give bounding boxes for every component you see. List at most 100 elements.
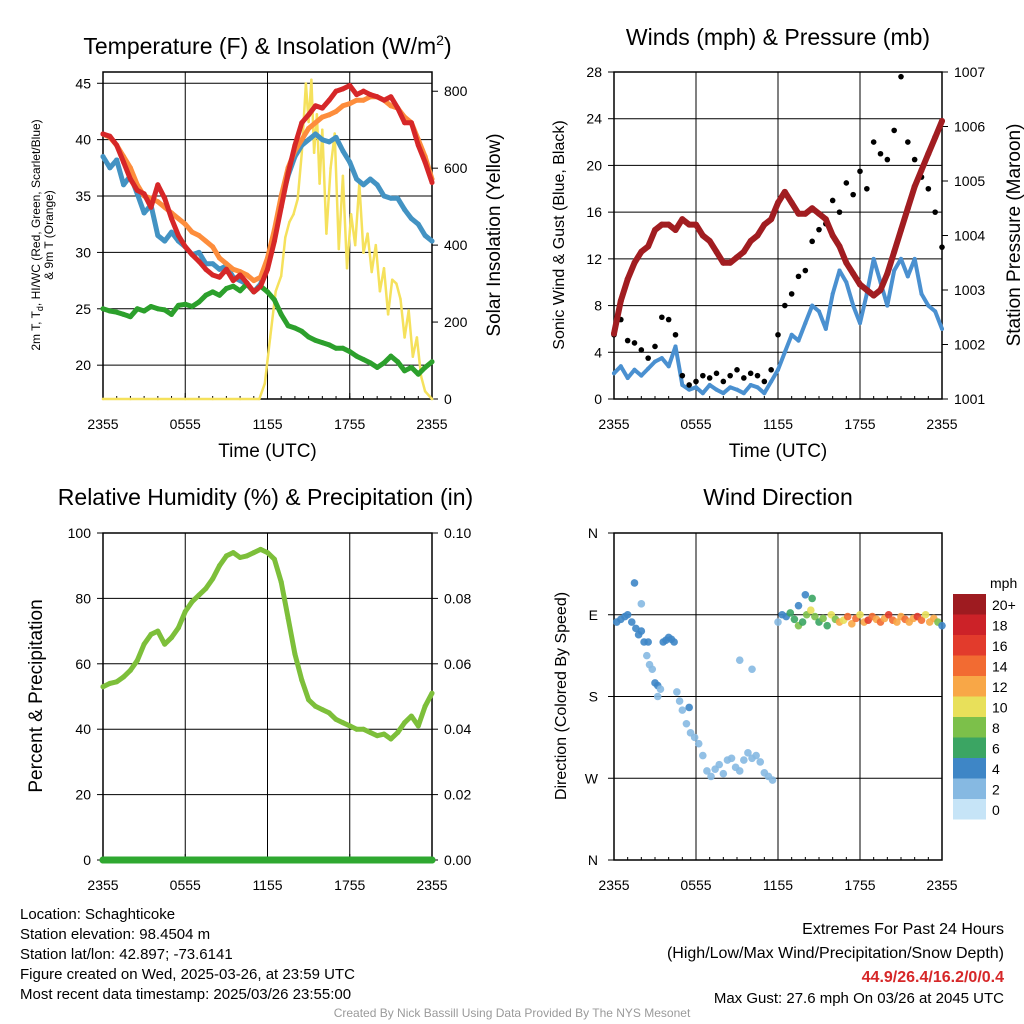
wind-x-tick-label: 2355 — [926, 416, 957, 432]
temp-dew-green-point — [271, 297, 277, 303]
temp-dewpoint-blue-point — [319, 137, 325, 143]
wind-gust-point — [782, 302, 788, 309]
wind-gust-point — [734, 367, 740, 373]
wind-pressure-maroon-point — [781, 188, 788, 195]
wind-pressure-maroon-point — [850, 270, 857, 277]
temp-dewpoint-blue-point — [354, 176, 360, 182]
dir-plot-frame — [613, 532, 943, 861]
dir-point — [884, 610, 893, 619]
temp-temp-9m-orange-point — [196, 233, 202, 238]
temp-x-tick-label: 0555 — [170, 416, 201, 432]
dir-point — [735, 656, 744, 664]
rh-humidity-line-point — [354, 726, 360, 732]
temp-insolation-yellow-point — [329, 166, 332, 170]
rh-x-tick-label: 1155 — [252, 877, 282, 893]
dir-point — [643, 651, 651, 660]
temp-temp-2m-red-point — [196, 258, 202, 264]
temp-dew-green-point — [422, 364, 428, 370]
wind-gust-point — [741, 375, 747, 381]
wind-gust-point — [713, 370, 720, 377]
wind-gust-point — [816, 226, 822, 233]
station-location: Location: Schaghticoke — [20, 906, 176, 923]
rh-humidity-line-point — [203, 586, 209, 592]
wind-pressure-maroon-point — [720, 259, 727, 266]
temp-temp-2m-red-point — [251, 289, 257, 295]
wind-sonic-wind-blue-point — [933, 309, 938, 314]
wind-gust-point — [905, 139, 911, 145]
wind-y-tick-label: 8 — [594, 298, 602, 314]
temp-temp-2m-red-point — [312, 103, 318, 109]
rh-humidity-line-point — [292, 651, 298, 657]
temp-dew-green-point — [196, 299, 202, 305]
wind-gust-point — [898, 73, 904, 80]
rh-humidity-line-point — [169, 635, 175, 641]
temp-temp-2m-red-point — [223, 266, 229, 272]
wind-pressure-maroon-point — [898, 227, 904, 234]
temp-dewpoint-blue-point — [422, 233, 428, 238]
temp-dew-green-point — [169, 311, 175, 317]
rh-humidity-line-point — [230, 550, 236, 556]
dir-point — [808, 594, 816, 603]
wind-x-tick-label: 0555 — [680, 416, 711, 432]
temp-dew-green-point — [203, 292, 209, 298]
dir-legend-swatch — [953, 614, 986, 635]
rh-humidity-line-point — [285, 615, 291, 621]
rh-x-tick-label: 0555 — [170, 877, 201, 893]
temp-dewpoint-blue-point — [326, 139, 332, 145]
temp-temp-2m-red-point — [114, 142, 120, 148]
dir-point — [819, 614, 827, 623]
temp-dew-green-point — [107, 308, 113, 314]
dir-legend-swatch — [953, 758, 986, 779]
temp-y-axis-label: 2m T, Td, HI/WC (Red, Green, Scarlet/Blu… — [29, 119, 56, 350]
wind-sonic-wind-blue-point — [714, 387, 719, 392]
temp-dewpoint-blue-point — [429, 238, 435, 244]
wind-pressure-maroon-point — [829, 232, 836, 239]
temp-dew-green-point — [381, 360, 387, 366]
wind-pressure-maroon-point — [802, 210, 809, 217]
wind-y-tick-label: 16 — [586, 204, 602, 220]
temp-dewpoint-blue-point — [381, 193, 387, 199]
dir-point — [682, 719, 691, 728]
temp-dew-green-point — [292, 325, 298, 331]
wind-sonic-wind-blue-point — [885, 303, 890, 308]
dir-point — [694, 739, 703, 748]
temp-x-tick-label: 2355 — [416, 416, 447, 432]
wind-plot-frame — [613, 71, 943, 400]
rh-humidity-line-point — [223, 553, 229, 559]
temp-insolation-yellow-point — [156, 397, 160, 401]
rh-humidity-line-point — [319, 707, 325, 713]
wind-y-tick-label: 20 — [586, 157, 602, 173]
temp-insolation-yellow-point — [300, 151, 304, 155]
temp-dewpoint-blue-point — [415, 221, 421, 227]
max-gust: Max Gust: 27.6 mph On 03/26 at 2045 UTC — [713, 990, 1004, 1007]
temp-dew-green-point — [134, 306, 140, 312]
temp-dewpoint-blue-point — [312, 131, 318, 137]
temp-temp-2m-red-point — [189, 252, 195, 258]
wind-gust-point — [686, 382, 692, 388]
rh-y-tick-label: 0 — [83, 852, 91, 868]
temp-dew-green-point — [367, 360, 373, 366]
rh-y2-tick-label: 0.06 — [444, 656, 471, 672]
wind-pressure-maroon-point — [658, 221, 665, 228]
temp-y2-tick-label: 800 — [444, 83, 468, 99]
wind-sonic-wind-blue-point — [755, 385, 760, 390]
dir-legend-label: 8 — [992, 720, 1000, 736]
temp-y2-axis-label: Solar Insolation (Yellow) — [484, 133, 505, 336]
dir-legend-label: 18 — [992, 618, 1008, 634]
rh-humidity-line-point — [251, 550, 257, 556]
rh-humidity-line-point — [210, 576, 216, 582]
dir-legend-label: 10 — [992, 700, 1008, 716]
dir-point — [921, 610, 930, 619]
dir-y-tick-label: S — [589, 689, 598, 705]
temp-y2-tick-label: 0 — [444, 391, 452, 407]
temp-temp-2m-red-point — [415, 142, 421, 148]
temp-insolation-yellow-point — [423, 390, 427, 393]
rh-y2-tick-label: 0.10 — [444, 525, 471, 541]
dir-point — [637, 600, 646, 608]
wind-gust-point — [836, 209, 843, 215]
rh-humidity-line-point — [182, 608, 188, 614]
dir-title: Wind Direction — [703, 484, 853, 510]
wind-sonic-wind-blue-point — [823, 326, 828, 331]
temp-temp-2m-red-point — [121, 159, 127, 165]
temp-x-tick-label: 2355 — [87, 416, 118, 432]
